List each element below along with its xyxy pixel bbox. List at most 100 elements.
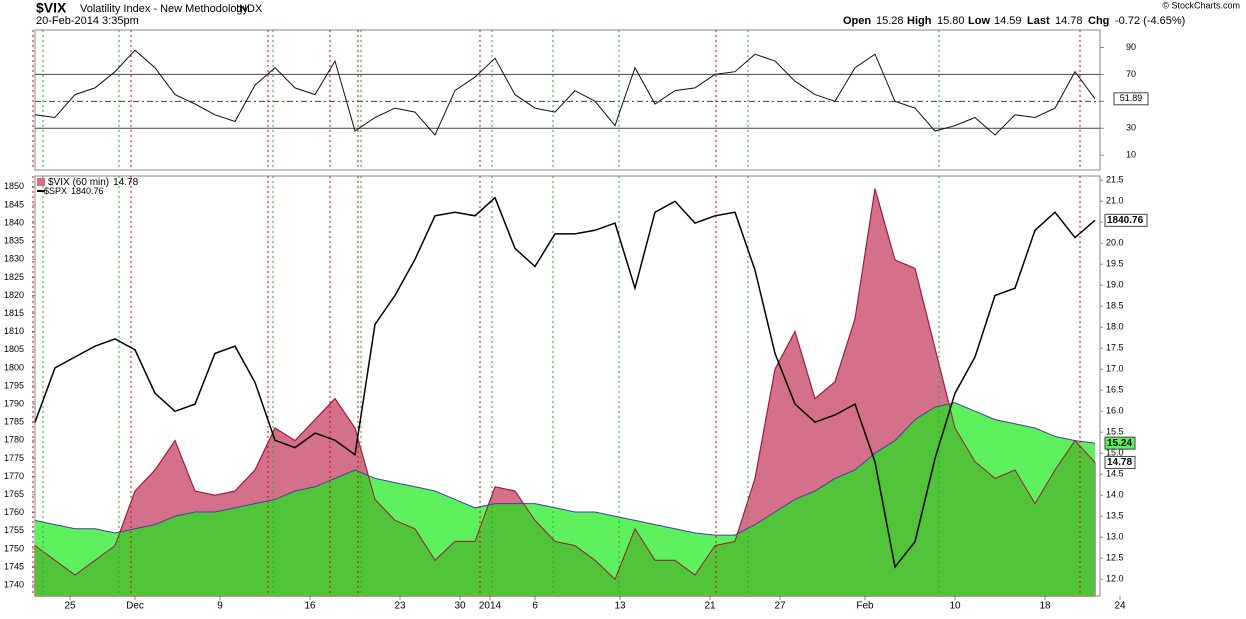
vix-outline xyxy=(34,188,1096,581)
y-tick-label: 1785 xyxy=(4,417,24,427)
y2-tick-label: 18.5 xyxy=(1106,301,1124,311)
y2-tick-label: 15.5 xyxy=(1106,427,1124,437)
x-tick-label: 9 xyxy=(217,601,223,612)
y2-tick-label: 12.0 xyxy=(1106,574,1124,584)
legend-entry: $VIX (60 min) 14.78 xyxy=(48,177,139,188)
y-tick-label: 1795 xyxy=(4,380,24,390)
y-tick-label: 1765 xyxy=(4,489,24,499)
y-tick-label: 90 xyxy=(1126,42,1136,52)
y2-tick-label: 16.0 xyxy=(1106,406,1124,416)
high: 15.80 xyxy=(937,15,965,27)
y-tick-label: 1840 xyxy=(4,217,24,227)
y2-tick-label: 16.5 xyxy=(1106,385,1124,395)
x-tick-label: 16 xyxy=(304,601,316,612)
y2-tick-label: 20.0 xyxy=(1106,238,1124,248)
vix-area-below xyxy=(35,402,1095,596)
x-tick-label: 13 xyxy=(614,601,626,612)
y2-tick-label: 17.0 xyxy=(1106,364,1124,374)
y2-tick-label: 18.0 xyxy=(1106,322,1124,332)
credit: © StockCharts.com xyxy=(1162,0,1240,10)
last-value-label: 51.89 xyxy=(1120,93,1143,103)
indicator-line xyxy=(34,49,1096,136)
y-tick-label: 1820 xyxy=(4,290,24,300)
y2-tick-label: 21.0 xyxy=(1106,196,1124,206)
y2-tick-label: 19.5 xyxy=(1106,259,1124,269)
legend-swatch xyxy=(37,178,45,186)
y-tick-label: 1810 xyxy=(4,326,24,336)
open: 15.28 xyxy=(876,15,904,27)
last-value-label: 1840.76 xyxy=(1107,215,1144,226)
x-tick-label: 21 xyxy=(704,601,716,612)
y-tick-label: 1770 xyxy=(4,471,24,481)
y2-tick-label: 12.5 xyxy=(1106,553,1124,563)
ma-line xyxy=(34,402,1096,536)
header: $VIX Volatility Index - New Methodology … xyxy=(36,0,1240,27)
last-value-box xyxy=(1104,436,1136,450)
x-tick-label: 25 xyxy=(64,601,76,612)
last-value-box xyxy=(1104,455,1136,469)
last-value-box xyxy=(1104,213,1148,227)
last-value-label: 15.24 xyxy=(1107,438,1132,449)
date: 20-Feb-2014 3:35pm xyxy=(36,15,139,27)
legend-value: 1840.76 xyxy=(71,186,104,196)
legend-entry: $SPX 1840.76 xyxy=(44,186,104,196)
legend-value: 14.78 xyxy=(113,177,138,188)
x-tick-label: 30 xyxy=(454,601,466,612)
last: 14.78 xyxy=(1055,15,1083,27)
y-tick-label: 1740 xyxy=(4,580,24,590)
low: 14.59 xyxy=(994,15,1022,27)
y-tick-label: 1830 xyxy=(4,254,24,264)
chg: -0.72 (-4.65%) xyxy=(1115,15,1185,27)
y2-tick-label: 14.5 xyxy=(1106,469,1124,479)
x-tick-label: 23 xyxy=(394,601,406,612)
symbol: $VIX xyxy=(36,0,67,16)
high-label: High xyxy=(907,15,932,27)
y-tick-label: 70 xyxy=(1126,69,1136,79)
x-tick-label: 24 xyxy=(1114,601,1126,612)
spx-line xyxy=(34,196,1096,569)
last-label: Last xyxy=(1027,15,1050,27)
y-tick-label: 1835 xyxy=(4,236,24,246)
y-tick-label: 1755 xyxy=(4,525,24,535)
x-tick-label: 10 xyxy=(949,601,961,612)
y2-tick-label: 17.5 xyxy=(1106,343,1124,353)
y-tick-label: 1780 xyxy=(4,435,24,445)
y-tick-label: 1760 xyxy=(4,507,24,517)
exchange: INDX xyxy=(236,3,263,15)
index-name: Volatility Index - New Methodology xyxy=(80,3,249,15)
y2-tick-label: 15.0 xyxy=(1106,448,1124,458)
y2-tick-label: 14.0 xyxy=(1106,490,1124,500)
y-tick-label: 1850 xyxy=(4,181,24,191)
y-tick-label: 30 xyxy=(1126,123,1136,133)
y-tick-label: 10 xyxy=(1126,150,1136,160)
y-tick-label: 1800 xyxy=(4,362,24,372)
x-tick-label: 18 xyxy=(1039,601,1051,612)
x-tick-label: 27 xyxy=(774,601,786,612)
y2-tick-label: 13.0 xyxy=(1106,532,1124,542)
y-tick-label: 1745 xyxy=(4,561,24,571)
legend-name: $SPX xyxy=(44,186,67,196)
legend-name: $VIX (60 min) xyxy=(48,177,109,188)
y-tick-label: 1750 xyxy=(4,543,24,553)
chg-label: Chg xyxy=(1088,15,1109,27)
y-tick-label: 1775 xyxy=(4,453,24,463)
y-tick-label: 1815 xyxy=(4,308,24,318)
last-value-label: 14.78 xyxy=(1107,457,1132,468)
x-tick-label: Feb xyxy=(856,601,874,612)
low-label: Low xyxy=(968,15,990,27)
panel-frame xyxy=(34,29,1101,171)
y2-tick-label: 21.5 xyxy=(1106,175,1124,185)
y2-tick-label: 13.5 xyxy=(1106,511,1124,521)
y-tick-label: 1790 xyxy=(4,398,24,408)
x-tick-label: Dec xyxy=(126,601,144,612)
y2-tick-label: 19.0 xyxy=(1106,280,1124,290)
open-label: Open xyxy=(843,15,871,27)
y-tick-label: 1845 xyxy=(4,199,24,209)
legend-swatch xyxy=(37,190,45,192)
y-tick-label: 1825 xyxy=(4,272,24,282)
y-tick-label: 1805 xyxy=(4,344,24,354)
x-tick-label: 2014 xyxy=(479,601,502,612)
last-value-box xyxy=(1113,92,1149,106)
x-tick-label: 6 xyxy=(532,601,538,612)
